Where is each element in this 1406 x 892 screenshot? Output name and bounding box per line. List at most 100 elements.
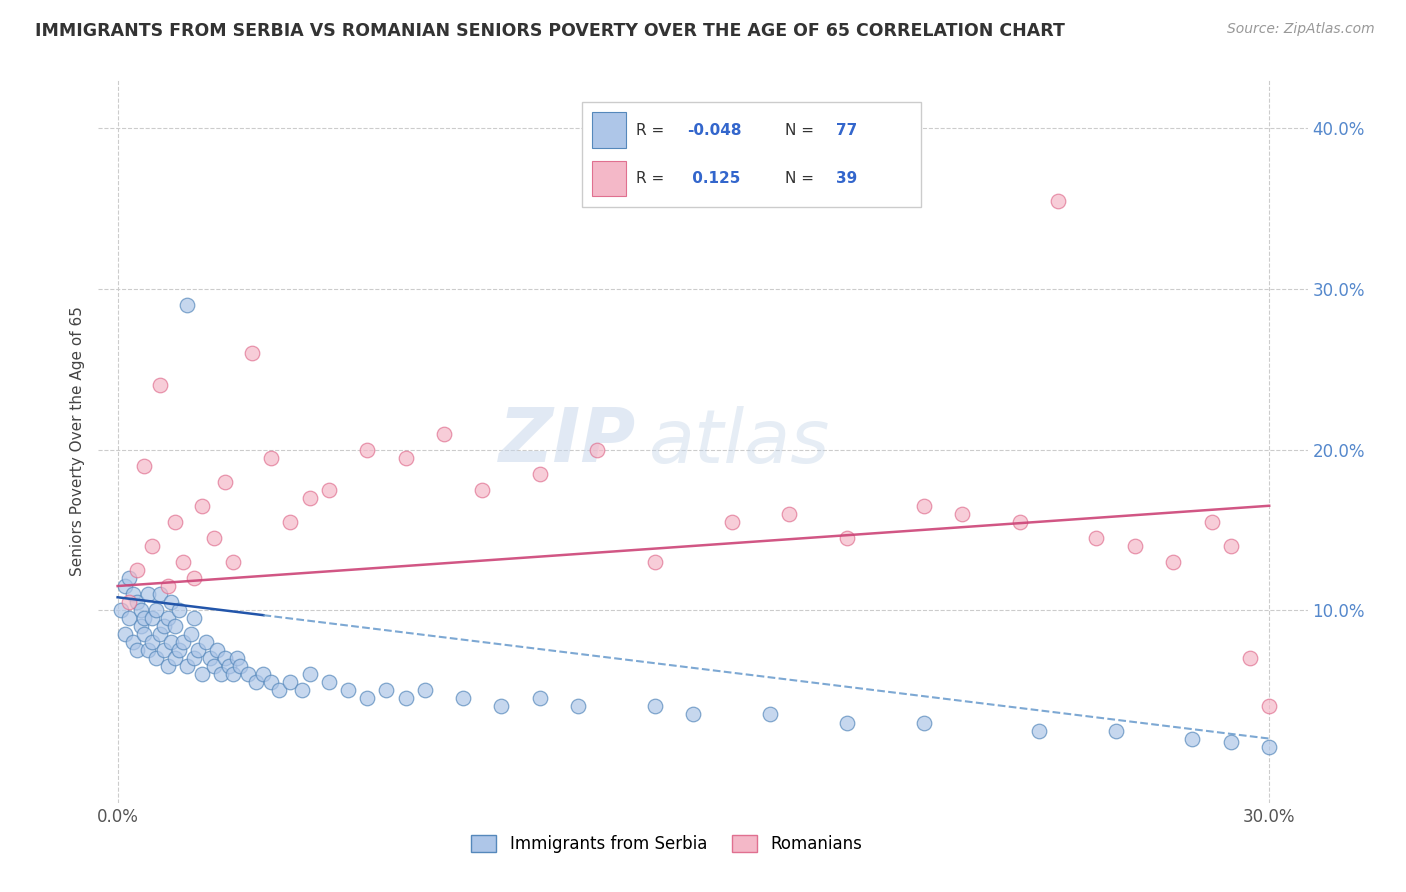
Point (145, 651, 167, 665)
Point (172, 635, 194, 649)
Point (1219, 539, 1241, 553)
Point (176, 298, 198, 312)
Point (141, 635, 163, 649)
Point (291, 683, 314, 698)
Point (229, 659, 252, 673)
Point (1219, 735, 1241, 749)
Point (176, 659, 198, 673)
Text: atlas: atlas (648, 406, 830, 477)
Point (267, 683, 290, 698)
Point (149, 378, 172, 392)
Point (156, 659, 179, 673)
Point (118, 571, 141, 585)
Point (129, 603, 152, 617)
Point (125, 643, 148, 657)
Point (202, 531, 225, 545)
Point (187, 643, 209, 657)
Point (110, 603, 132, 617)
Point (114, 627, 136, 641)
Point (209, 667, 232, 681)
Point (298, 667, 321, 681)
Point (682, 707, 704, 722)
Text: Source: ZipAtlas.com: Source: ZipAtlas.com (1227, 22, 1375, 37)
Point (214, 475, 236, 489)
Point (194, 635, 217, 649)
Point (118, 595, 141, 609)
Point (172, 555, 194, 569)
Point (451, 691, 474, 706)
Point (912, 499, 935, 513)
Point (167, 603, 190, 617)
Point (183, 651, 205, 665)
Point (122, 635, 145, 649)
Point (1085, 531, 1108, 545)
Point (1239, 651, 1261, 665)
Point (394, 450, 416, 465)
Point (260, 450, 283, 465)
Point (567, 699, 589, 714)
Point (218, 659, 240, 673)
Point (394, 691, 416, 706)
Point (1104, 723, 1126, 738)
Point (214, 651, 236, 665)
Point (720, 515, 742, 529)
Point (1161, 555, 1184, 569)
Point (236, 667, 259, 681)
Point (280, 515, 302, 529)
Point (156, 579, 179, 593)
Point (433, 426, 456, 441)
Point (644, 699, 666, 714)
Point (114, 579, 136, 593)
Point (134, 627, 156, 641)
Point (152, 643, 174, 657)
Point (134, 611, 156, 625)
Point (252, 667, 274, 681)
Point (1028, 723, 1050, 738)
Text: ZIP: ZIP (499, 405, 637, 478)
Point (759, 707, 782, 722)
Point (1258, 739, 1281, 754)
Point (950, 507, 973, 521)
Point (141, 539, 163, 553)
Point (167, 643, 190, 657)
Point (586, 442, 609, 457)
Point (180, 627, 202, 641)
Point (1008, 515, 1031, 529)
Point (280, 675, 302, 690)
Point (222, 555, 245, 569)
Point (336, 683, 359, 698)
Point (207, 643, 229, 657)
Point (125, 563, 148, 577)
Point (160, 635, 183, 649)
Point (149, 587, 172, 601)
Point (136, 587, 159, 601)
Text: IMMIGRANTS FROM SERBIA VS ROMANIAN SENIORS POVERTY OVER THE AGE OF 65 CORRELATIO: IMMIGRANTS FROM SERBIA VS ROMANIAN SENIO… (35, 22, 1064, 40)
Point (471, 483, 494, 497)
Point (225, 651, 247, 665)
Point (356, 442, 378, 457)
Point (1047, 194, 1070, 208)
Point (835, 531, 858, 545)
Point (912, 715, 935, 730)
Y-axis label: Seniors Poverty Over the Age of 65: Seniors Poverty Over the Age of 65 (70, 307, 86, 576)
Point (134, 458, 156, 473)
Point (145, 603, 167, 617)
Point (529, 467, 551, 481)
Point (413, 683, 436, 698)
Point (183, 571, 205, 585)
Point (356, 691, 378, 706)
Point (298, 491, 321, 505)
Point (141, 611, 163, 625)
Point (149, 627, 172, 641)
Point (260, 675, 283, 690)
Point (375, 683, 398, 698)
Point (644, 555, 666, 569)
Point (1181, 731, 1204, 746)
Point (183, 611, 205, 625)
Point (318, 675, 340, 690)
Point (160, 595, 183, 609)
Point (198, 651, 221, 665)
Point (491, 699, 513, 714)
Point (129, 619, 152, 633)
Point (1258, 699, 1281, 714)
